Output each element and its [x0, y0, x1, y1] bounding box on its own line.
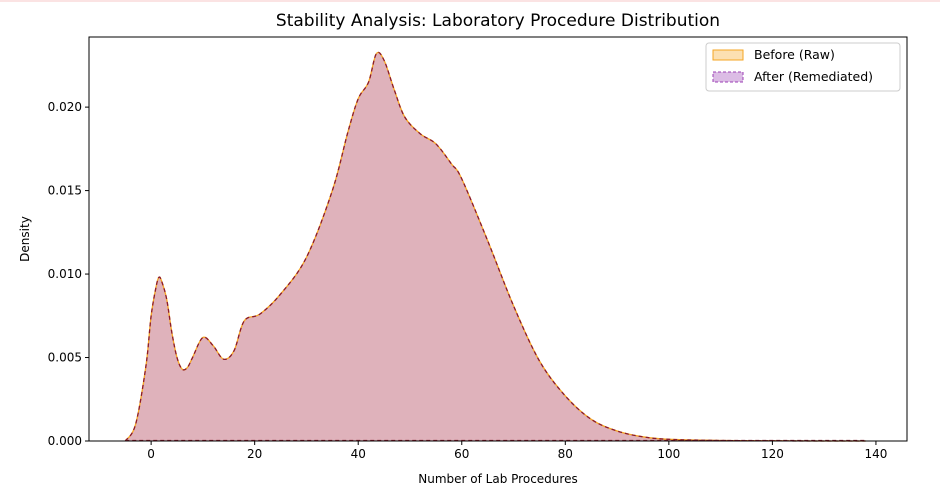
y-tick-label: 0.015 — [48, 184, 82, 198]
series-area-1 — [125, 52, 866, 442]
y-tick-label: 0.000 — [48, 434, 82, 448]
x-tick-label: 80 — [558, 447, 573, 461]
y-tick-label: 0.010 — [48, 267, 82, 281]
series-layer — [124, 51, 866, 442]
x-tick-label: 100 — [657, 447, 680, 461]
legend-label-after: After (Remediated) — [754, 69, 873, 84]
series-line-1 — [124, 51, 866, 442]
y-axis-label: Density — [18, 216, 32, 262]
x-tick-label: 40 — [351, 447, 366, 461]
legend-swatch-before — [712, 49, 744, 61]
x-tick-label: 140 — [864, 447, 887, 461]
x-tick-label: 20 — [247, 447, 262, 461]
y-tick-label: 0.005 — [48, 351, 82, 365]
legend-box — [705, 42, 901, 92]
y-axis: 0.000 0.005 0.010 0.015 0.020 — [48, 100, 89, 448]
legend-swatch-after — [712, 71, 744, 83]
x-tick-label: 0 — [147, 447, 155, 461]
x-axis: 0 20 40 60 80 100 120 140 — [147, 441, 887, 461]
series-area-0 — [125, 52, 866, 442]
x-tick-label: 60 — [454, 447, 469, 461]
legend-label-before: Before (Raw) — [754, 47, 835, 62]
x-tick-label: 120 — [761, 447, 784, 461]
x-axis-label: Number of Lab Procedures — [418, 472, 577, 486]
chart-title: Stability Analysis: Laboratory Procedure… — [276, 11, 720, 31]
legend: Before (Raw) After (Remediated) — [705, 42, 901, 92]
y-tick-label: 0.020 — [48, 100, 82, 114]
top-divider — [0, 0, 940, 2]
plot-frame — [88, 36, 908, 442]
